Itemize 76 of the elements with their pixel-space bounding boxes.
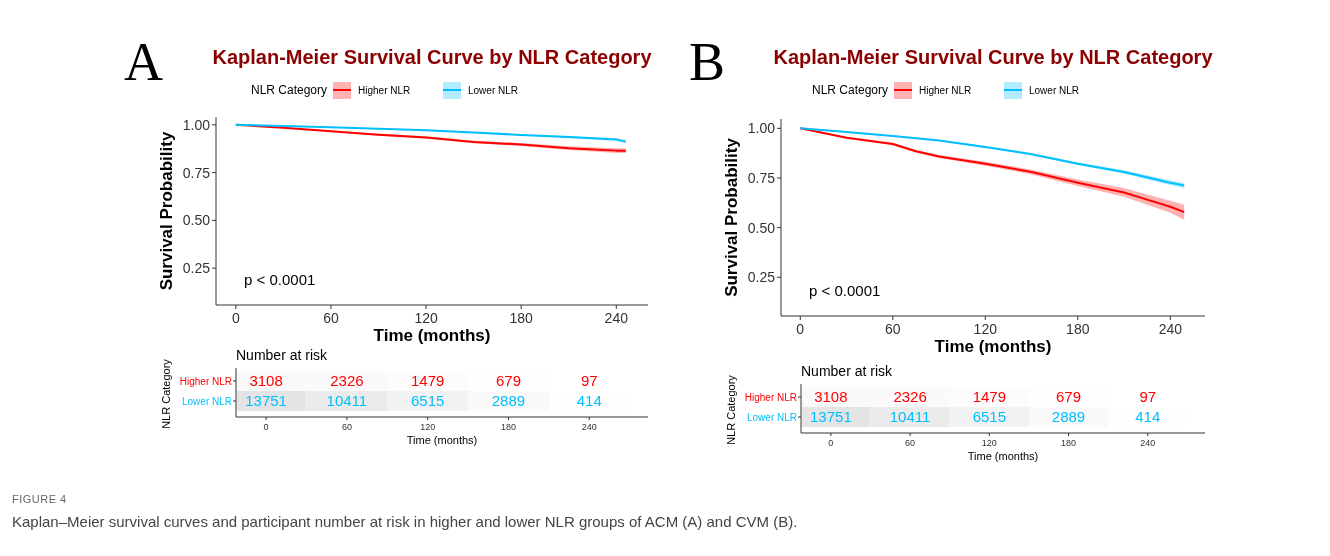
x-tick-label: 120	[981, 438, 997, 448]
data-label: 13751	[245, 392, 287, 409]
chart-title: Kaplan-Meier Survival Curve by NLR Category	[773, 46, 1214, 68]
x-tick-label: 240	[581, 422, 597, 432]
x-tick-label: 0	[796, 321, 805, 337]
y-axis-title: Survival Probability	[157, 131, 176, 291]
x-axis-title: Time (months)	[406, 434, 478, 446]
y-tick-label: Lower NLR	[746, 412, 797, 423]
annotation: p < 0.0001	[809, 282, 881, 299]
chart-title: Kaplan-Meier Survival Curve by NLR Category	[212, 46, 653, 68]
y-tick-label: Higher NLR	[744, 392, 797, 403]
x-axis-title: Time (months)	[373, 326, 491, 345]
x-tick-label: 240	[604, 310, 629, 326]
data-label: 2889	[1051, 408, 1086, 425]
data-label: 97	[1139, 388, 1157, 405]
text: B	[689, 32, 726, 92]
data-label: 13751	[810, 408, 852, 425]
x-tick-label: 0	[231, 310, 240, 326]
y-axis-title: NLR Category	[160, 358, 172, 429]
x-tick-label: 60	[323, 310, 339, 326]
legend-title: NLR Category	[250, 83, 327, 97]
x-axis-title: Time (months)	[967, 450, 1039, 462]
y-tick-label: 1.00	[747, 120, 776, 137]
x-tick-label: 60	[905, 438, 916, 448]
data-label: 414	[576, 392, 602, 409]
annotation: p < 0.0001	[244, 271, 316, 288]
x-tick-label: 120	[420, 422, 436, 432]
x-tick-label: 180	[500, 422, 516, 432]
x-tick-label: 60	[341, 422, 352, 432]
x-tick-label: 0	[263, 422, 269, 432]
x-tick-label: 180	[1066, 321, 1090, 337]
chart-title: Number at risk	[801, 363, 894, 379]
x-tick-label: 60	[884, 321, 901, 337]
x-tick-label: 180	[1061, 438, 1077, 448]
x-tick-label: 240	[1140, 438, 1156, 448]
x-tick-label: 0	[828, 438, 834, 448]
legend-label: Lower NLR	[1029, 85, 1080, 96]
y-tick-label: 0.25	[182, 260, 211, 277]
data-label: 2326	[893, 388, 927, 405]
text: FIGURE 4	[12, 493, 67, 505]
y-axis-title: Survival Probability	[722, 137, 741, 297]
data-label: 679	[495, 372, 521, 389]
y-axis-title: NLR Category	[725, 374, 737, 445]
data-label: 10411	[889, 408, 931, 425]
legend-label: Lower NLR	[468, 85, 519, 96]
data-label: 97	[580, 372, 598, 389]
y-tick-label: 0.50	[747, 219, 776, 236]
data-label: 679	[1056, 388, 1082, 405]
legend-label: Higher NLR	[358, 85, 411, 96]
text: A	[124, 32, 163, 92]
legend-title: NLR Category	[811, 83, 888, 97]
x-tick-label: 240	[1158, 321, 1183, 337]
x-tick-label: 120	[414, 310, 438, 326]
data-label: 3108	[249, 372, 283, 389]
y-tick-label: 0.25	[747, 269, 776, 286]
x-tick-label: 180	[509, 310, 534, 326]
data-label: 3108	[814, 388, 848, 405]
y-tick-label: 0.75	[747, 169, 776, 186]
data-label: 1479	[411, 372, 445, 389]
x-tick-label: 120	[973, 321, 998, 337]
x-axis-title: Time (months)	[934, 337, 1052, 356]
data-label: 6515	[411, 392, 445, 409]
legend-label: Higher NLR	[919, 85, 972, 96]
y-tick-label: 1.00	[182, 116, 211, 133]
data-label: 2889	[491, 392, 526, 409]
data-label: 6515	[972, 408, 1006, 425]
data-label: 10411	[326, 392, 368, 409]
chart-title: Number at risk	[236, 347, 329, 363]
data-label: 2326	[330, 372, 364, 389]
text: Kaplan–Meier survival curves and participant number at risk in higher and lower NLR groups of ACM (A) and CVM (B).	[12, 513, 798, 530]
y-tick-label: Lower NLR	[181, 396, 232, 407]
data-label: 1479	[972, 388, 1006, 405]
y-tick-label: Higher NLR	[179, 376, 232, 387]
data-label: 414	[1135, 408, 1161, 425]
y-tick-label: 0.50	[182, 212, 211, 229]
y-tick-label: 0.75	[182, 164, 211, 181]
